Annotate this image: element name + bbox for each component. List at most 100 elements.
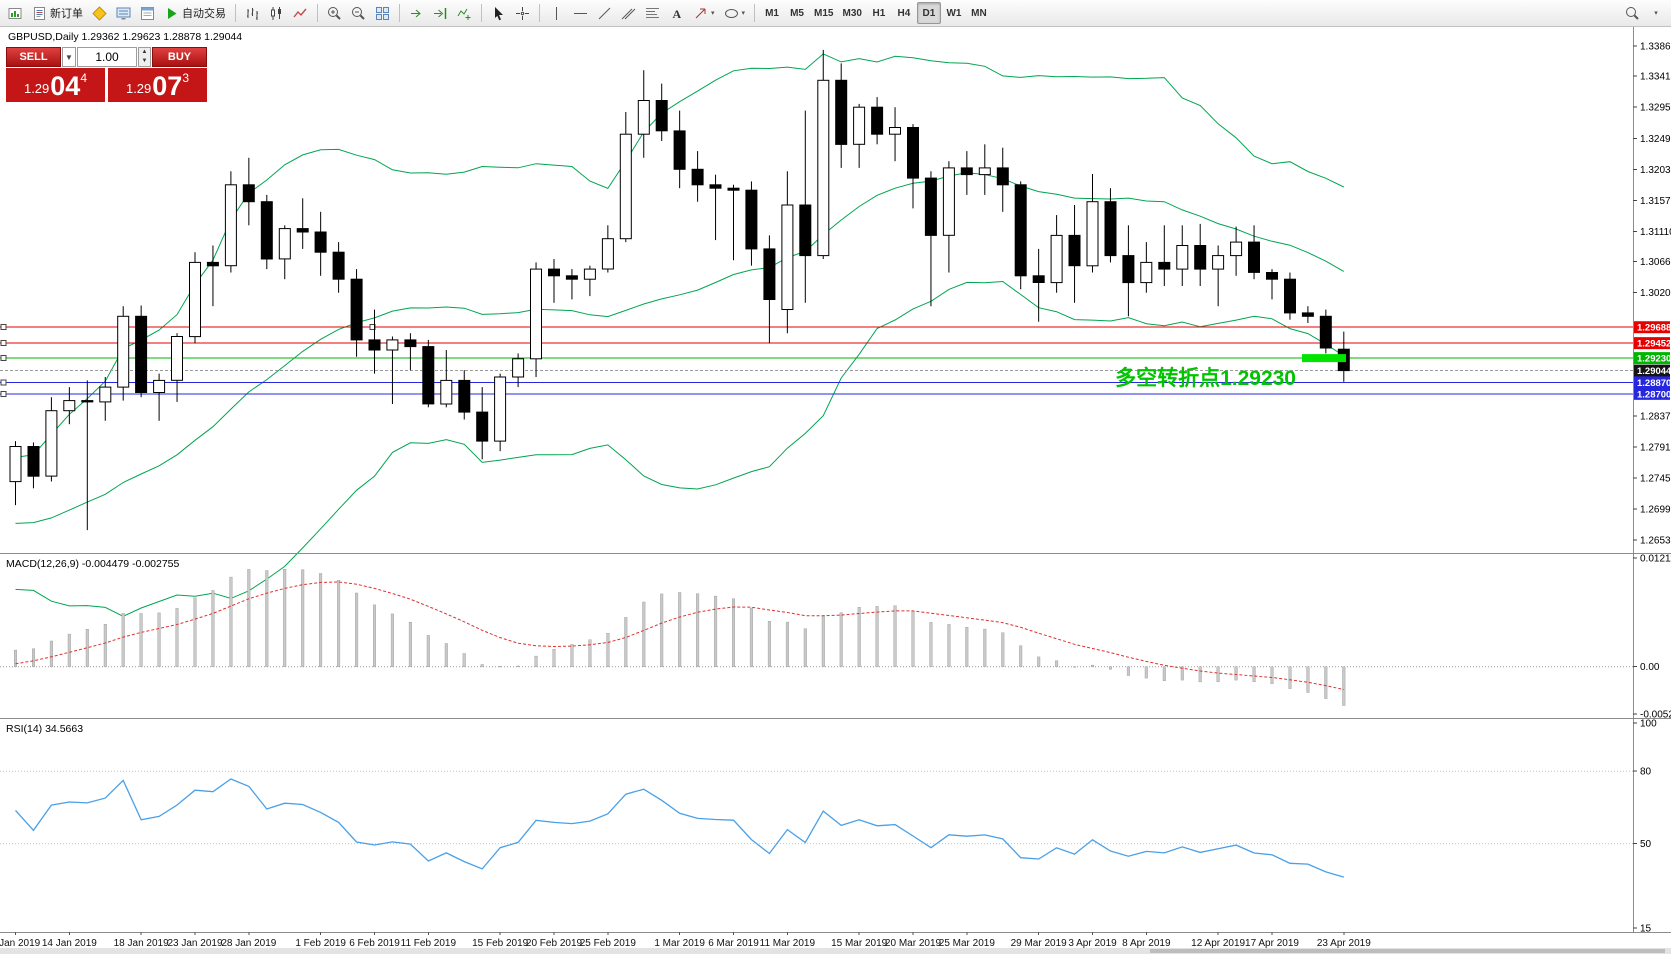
price-badge <box>1634 387 1670 400</box>
new-order-label: 新订单 <box>50 8 83 20</box>
volume-decrease-button[interactable]: ▼ <box>141 58 148 64</box>
cursor-button[interactable] <box>487 2 510 24</box>
candle-body <box>1122 255 1135 284</box>
auto-scroll-button[interactable] <box>405 2 428 24</box>
annotation-text[interactable]: 多空转折点1.29230 <box>1115 366 1296 390</box>
sell-button[interactable]: SELL <box>6 47 61 67</box>
horizontal-line-icon <box>574 12 587 14</box>
timeframe-button-m1[interactable]: M1 <box>765 7 779 19</box>
zoom-in-button[interactable] <box>323 2 346 24</box>
market-watch-button[interactable] <box>112 2 135 24</box>
price-axis-label: 1.32490 <box>1640 134 1671 145</box>
macd-axis-label: 0.012119 <box>1640 554 1671 565</box>
fibonacci-button[interactable] <box>641 2 664 24</box>
candle-body <box>889 127 901 135</box>
zoom-out-button[interactable] <box>347 2 370 24</box>
macd-histogram-bar <box>193 597 197 667</box>
candle-body <box>153 379 166 393</box>
date-axis-label: 6 Feb 2019 <box>349 938 400 949</box>
macd-histogram-bar <box>821 615 825 667</box>
macd-histogram-bar <box>1198 666 1202 683</box>
indicators-button[interactable] <box>453 2 476 24</box>
bid-price[interactable]: 1.29 04 4 <box>6 68 105 102</box>
level-lines[interactable] <box>0 324 1633 397</box>
timeframe-button-m5[interactable]: M5 <box>790 7 804 19</box>
crosshair-button[interactable] <box>511 2 534 24</box>
timeframe-button-mn[interactable]: MN <box>971 7 987 19</box>
shapes-icon <box>724 8 738 18</box>
shapes-button[interactable]: ▾ <box>720 2 750 24</box>
toolbar-separator <box>317 4 318 22</box>
price-axis-label: 1.33860 <box>1640 41 1671 52</box>
line-handle[interactable] <box>0 379 7 386</box>
volume-dropdown[interactable]: ▼ <box>62 47 76 67</box>
macd-histogram-bar <box>678 592 682 668</box>
candle-body <box>1050 234 1063 284</box>
candlestick-chart-button[interactable] <box>265 2 288 24</box>
data-window-button[interactable] <box>136 2 159 24</box>
chevron-down-icon: ▾ <box>1654 10 1658 17</box>
mql-community-button[interactable] <box>88 2 111 24</box>
macd-histogram-bar <box>390 613 394 667</box>
tile-windows-button[interactable] <box>371 2 394 24</box>
chart-shift-button[interactable] <box>429 2 452 24</box>
bar-chart-button[interactable] <box>241 2 264 24</box>
panel-separators[interactable] <box>0 27 1671 933</box>
candle-body <box>476 411 489 442</box>
candle-body <box>673 130 686 170</box>
price-axis[interactable]: 1.33860 1.33410 1.32950 1.32490 1.32030 1.315… <box>1633 41 1671 547</box>
candle-body <box>1176 245 1189 270</box>
rsi-line <box>15 778 1344 878</box>
rsi-axis[interactable]: 100 80 50 15 <box>1633 719 1657 935</box>
date-axis-label: 6 Mar 2019 <box>708 938 759 949</box>
text-button[interactable]: A <box>665 2 688 24</box>
macd-histogram-bar <box>965 627 969 667</box>
layout-button[interactable]: ▾ <box>1645 2 1667 24</box>
line-handle[interactable] <box>0 340 7 347</box>
chevron-down-icon: ▾ <box>741 10 746 17</box>
scrollbar-thumb[interactable] <box>1150 949 1665 953</box>
timeframe-button-h4[interactable]: H4 <box>897 7 911 19</box>
line-handle[interactable] <box>0 390 7 397</box>
horizontal-line-button[interactable] <box>569 2 592 24</box>
timeframe-button-h1[interactable]: H1 <box>872 7 886 19</box>
candle-body <box>1212 255 1225 270</box>
candle-body <box>817 79 830 257</box>
macd-histogram-bar <box>570 644 574 667</box>
search-button[interactable] <box>1621 2 1644 24</box>
ask-price[interactable]: 1.29 07 3 <box>108 68 207 102</box>
date-axis-label: 29 Mar 2019 <box>1011 938 1068 949</box>
candle-body <box>332 251 345 280</box>
chart-svg[interactable]: 多空转折点1.29230 1.33860 1.33410 1.32950 1.32490… <box>0 27 1671 954</box>
candle-body <box>422 346 435 405</box>
line-handle[interactable] <box>0 324 7 331</box>
horizontal-scrollbar[interactable] <box>0 948 1671 954</box>
timeframe-button-m15[interactable]: M15 <box>814 7 834 19</box>
buy-button[interactable]: BUY <box>152 47 207 67</box>
candle-body <box>494 376 507 442</box>
line-handle[interactable] <box>0 355 7 362</box>
timeframe-button-d1[interactable]: D1 <box>916 2 941 24</box>
macd-axis[interactable]: 0.012119 0.00 -0.005269 <box>1633 554 1671 721</box>
candle-body <box>63 400 76 412</box>
new-chart-button[interactable] <box>4 2 27 24</box>
volume-input[interactable]: 1.00 <box>77 47 137 67</box>
new-order-button[interactable]: 新订单 <box>28 2 87 24</box>
vertical-line-button[interactable] <box>545 2 568 24</box>
macd-histogram-bar <box>32 648 36 667</box>
autotrade-button[interactable]: 自动交易 <box>160 2 230 24</box>
timeframe-button-m30[interactable]: M30 <box>842 7 862 19</box>
line-chart-button[interactable] <box>289 2 312 24</box>
macd-histogram-bar <box>606 633 610 667</box>
timeframe-button-w1[interactable]: W1 <box>946 7 962 19</box>
macd-histogram-bar <box>121 613 125 668</box>
volume-increase-button[interactable]: ▲ <box>141 49 148 55</box>
macd-histogram-bar <box>624 617 628 667</box>
trendline-button[interactable] <box>593 2 616 24</box>
price-axis-label: 1.28370 <box>1640 412 1671 423</box>
level-highlight-marker[interactable] <box>1302 354 1346 363</box>
channel-button[interactable] <box>617 2 640 24</box>
arrows-button[interactable]: ▾ <box>689 2 719 24</box>
